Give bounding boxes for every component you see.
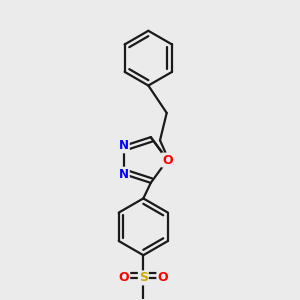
Text: S: S (139, 272, 148, 284)
Text: S: S (166, 157, 175, 169)
Text: O: O (118, 272, 129, 284)
Text: N: N (119, 168, 129, 181)
Text: N: N (119, 140, 129, 152)
Text: O: O (158, 272, 168, 284)
Text: O: O (162, 154, 173, 166)
